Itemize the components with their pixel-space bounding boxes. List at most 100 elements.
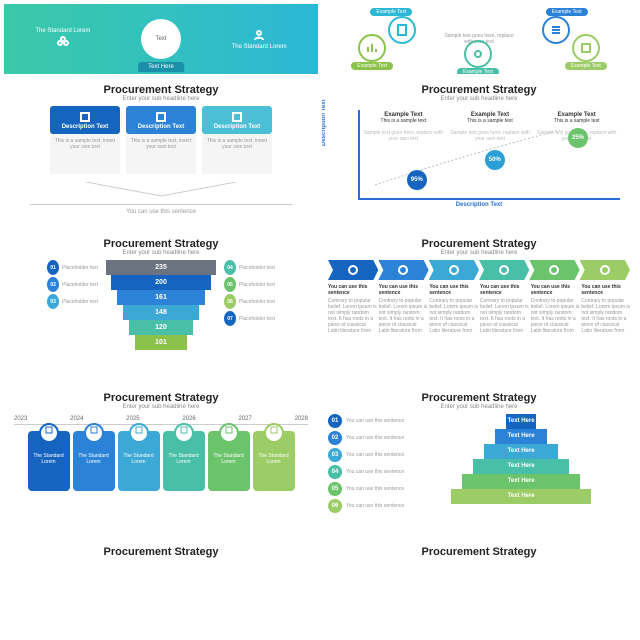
funnel-segment: 161 [117, 290, 205, 305]
page-title: Procurement Strategy [328, 392, 630, 404]
step-icon [497, 263, 511, 277]
pyramid-list-item: 02You can use this sentence [328, 431, 404, 445]
gear-icon [471, 47, 485, 61]
timeline-icon [269, 425, 279, 435]
pyramid-level: Text Here [473, 459, 569, 474]
hero-left: The Standard Lorem [35, 28, 90, 50]
placeholder-item: 07Placeholder text [224, 311, 275, 326]
timeline-box: The Standard Lorem [73, 431, 115, 491]
step-icon [598, 263, 612, 277]
placeholder-item: 02Placeholder text [47, 277, 98, 292]
chevron-step [580, 260, 630, 280]
year-label: 2025 [126, 416, 139, 422]
year-label: 2023 [14, 416, 27, 422]
page-title: Procurement Strategy [328, 84, 630, 96]
year-label: 2026 [182, 416, 195, 422]
placeholder-item: 05Placeholder text [224, 277, 275, 292]
x-axis-label: Description Text [328, 202, 630, 208]
pyramid-list-item: 04You can use this sentence [328, 465, 404, 479]
chevron-step [429, 260, 479, 280]
chart-column: Example TextThis is a sample textSample … [533, 110, 620, 198]
slide-timeline: Procurement Strategy Enter your sub head… [4, 386, 318, 536]
hero-tab: Text Here [138, 62, 184, 72]
chevron-step [479, 260, 529, 280]
placeholder-item: 04Placeholder text [224, 260, 275, 275]
pyramid-level: Text Here [495, 429, 547, 444]
chevron-row [328, 260, 630, 280]
pyramid-list-item: 03You can use this sentence [328, 448, 404, 462]
column-text: You can use this sentenceContrary to pop… [480, 284, 529, 334]
step-icon [547, 263, 561, 277]
pyramid-list-item: 01You can use this sentence [328, 414, 404, 428]
timeline-icon [44, 425, 54, 435]
data-point: 50% [485, 150, 505, 170]
slide-footer-right: Procurement Strategy [322, 540, 636, 570]
info-card: Description TextThis is a sample text, i… [202, 106, 272, 174]
slide-funnel: Procurement Strategy Enter your sub head… [4, 232, 318, 382]
pyramid-level: Text Here [484, 444, 558, 459]
page-subtitle: Enter your sub headline here [328, 250, 630, 256]
page-title: Procurement Strategy [10, 392, 312, 404]
pyramid-list-item: 05You can use this sentence [328, 482, 404, 496]
timeline-icon [179, 425, 189, 435]
doc-icon [395, 23, 409, 37]
hero-right: The Standard Lorem [232, 28, 287, 50]
pyramid-list-item: 06You can use this sentence [328, 499, 404, 513]
funnel-segment: 148 [123, 305, 199, 320]
chart-column: Example TextThis is a sample textSample … [360, 110, 447, 198]
timeline-box: The Standard Lorem [118, 431, 160, 491]
page-subtitle: Enter your sub headline here [328, 404, 630, 410]
chart-icon [365, 41, 379, 55]
data-point: 95% [407, 170, 427, 190]
page-subtitle: Enter your sub headline here [10, 250, 312, 256]
pyramid-level: Text Here [462, 474, 580, 489]
chevron-step [529, 260, 579, 280]
convergence-arrow: You can use this sentence [10, 182, 312, 215]
page-subtitle: Enter your sub headline here [328, 96, 630, 102]
person-icon [252, 28, 266, 42]
timeline-years: 2023 2024 2025 2026 2027 2028 [14, 416, 308, 425]
timeline-box: The Standard Lorem [28, 431, 70, 491]
y-axis-label: Description Text [322, 99, 327, 146]
timeline-box: The Standard Lorem [208, 431, 250, 491]
card-icon [78, 110, 92, 124]
year-label: 2024 [70, 416, 83, 422]
slide-hero-split: The Standard Lorem Text The Standard Lor… [4, 4, 318, 74]
slide-three-cards: Procurement Strategy Enter your sub head… [4, 78, 318, 228]
column-text: You can use this sentenceContrary to pop… [581, 284, 630, 334]
placeholder-item: 03Placeholder text [47, 294, 98, 309]
card-icon [230, 110, 244, 124]
year-label: 2027 [239, 416, 252, 422]
funnel-chart: 235200161148120101 [106, 260, 216, 350]
page-title: Procurement Strategy [10, 546, 312, 558]
slide-chevron-columns: Procurement Strategy Enter your sub head… [322, 232, 636, 382]
page-subtitle: Enter your sub headline here [10, 96, 312, 102]
placeholder-item: 06Placeholder text [224, 294, 275, 309]
timeline-box: The Standard Lorem [163, 431, 205, 491]
column-text: You can use this sentenceContrary to pop… [379, 284, 428, 334]
curve-chart: Example TextThis is a sample textSample … [358, 110, 620, 200]
timeline-icon [89, 425, 99, 435]
page-title: Procurement Strategy [328, 238, 630, 250]
step-icon [396, 263, 410, 277]
page-title: Procurement Strategy [10, 238, 312, 250]
people-icon [56, 34, 70, 48]
year-label: 2028 [295, 416, 308, 422]
pyramid-chart: Text HereText HereText HereText HereText… [412, 414, 630, 513]
chevron-step [378, 260, 428, 280]
page-title: Procurement Strategy [10, 84, 312, 96]
info-card: Description TextThis is a sample text, i… [50, 106, 120, 174]
chevron-step [328, 260, 378, 280]
funnel-segment: 235 [106, 260, 216, 275]
data-point: 25% [568, 128, 588, 148]
funnel-segment: 101 [135, 335, 187, 350]
hero-center-circle: Text [141, 19, 181, 59]
column-text: You can use this sentenceContrary to pop… [328, 284, 377, 334]
page-subtitle: Enter your sub headline here [10, 404, 312, 410]
step-icon [447, 263, 461, 277]
step-icon [346, 263, 360, 277]
column-text: You can use this sentenceContrary to pop… [531, 284, 580, 334]
column-text: You can use this sentenceContrary to pop… [429, 284, 478, 334]
pyramid-level: Text Here [451, 489, 591, 504]
timeline-icon [224, 425, 234, 435]
